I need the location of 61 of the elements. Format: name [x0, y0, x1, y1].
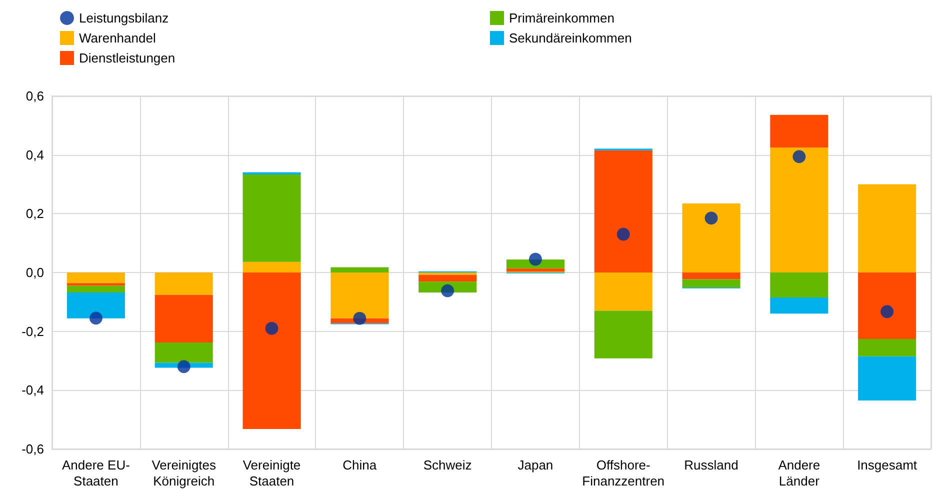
- x-tick-label: Insgesamt: [857, 458, 918, 472]
- bar: [154, 342, 213, 363]
- bar: [858, 272, 916, 339]
- point: [704, 212, 718, 225]
- y-tick-label: 0,0: [26, 265, 44, 280]
- x-tick-label: Russland: [684, 458, 738, 472]
- x-tick-label: Andere EU- Staaten: [62, 458, 130, 488]
- x-tick-label: Vereinigtes Königreich: [152, 458, 217, 488]
- point: [89, 312, 102, 325]
- bar: [154, 294, 213, 343]
- bar: [330, 272, 389, 318]
- bar: [594, 310, 652, 358]
- bar: [770, 147, 828, 272]
- y-tick-label: 0,4: [26, 147, 44, 162]
- bar: [682, 279, 740, 288]
- bar: [66, 292, 125, 318]
- y-tick-label: -0,2: [22, 324, 44, 339]
- x-tick-label: Vereinigte Staaten: [242, 458, 301, 488]
- y-tick-label: 0,2: [26, 206, 44, 222]
- x-tick-label: Andere Länder: [778, 458, 820, 488]
- bar: [858, 356, 916, 400]
- point: [177, 360, 190, 374]
- point: [616, 228, 630, 241]
- point: [441, 284, 454, 298]
- bar: [242, 172, 301, 175]
- point: [880, 305, 894, 318]
- bar: [418, 274, 477, 282]
- bar: [770, 272, 828, 298]
- bar: [770, 298, 828, 314]
- bar: [682, 272, 740, 280]
- legend-label: Warenhandel: [79, 30, 156, 46]
- x-tick-label: Offshore- Finanzzentren: [582, 458, 665, 488]
- x-tick-label: Japan: [518, 458, 554, 472]
- point: [265, 322, 278, 335]
- bar: [154, 272, 213, 295]
- bar: [858, 184, 916, 272]
- point: [353, 312, 366, 325]
- bar: [330, 267, 389, 272]
- bar: [242, 272, 301, 429]
- y-tick-label: -0,6: [22, 442, 44, 456]
- bar: [594, 150, 652, 272]
- legend-label: Sekundäreinkommen: [509, 30, 632, 46]
- legend-label: Leistungsbilanz: [79, 10, 169, 26]
- bar: [594, 272, 652, 311]
- point: [528, 252, 542, 266]
- bar: [858, 338, 916, 356]
- y-tick-label: -0,4: [22, 382, 44, 398]
- legend-label: Primäreinkommen: [509, 10, 614, 26]
- bar: [66, 272, 125, 284]
- legend-label: Dienstleistungen: [79, 50, 176, 66]
- x-tick-label: Schweiz: [423, 458, 472, 472]
- bar: [770, 114, 828, 148]
- bar: [242, 174, 301, 262]
- bar: [242, 262, 301, 272]
- bar: [66, 283, 125, 286]
- bar: [506, 268, 564, 272]
- bar: [682, 203, 740, 272]
- bar: [66, 286, 125, 293]
- x-tick-label: China: [342, 458, 378, 472]
- y-tick-label: 0,6: [26, 88, 44, 104]
- point: [792, 150, 806, 164]
